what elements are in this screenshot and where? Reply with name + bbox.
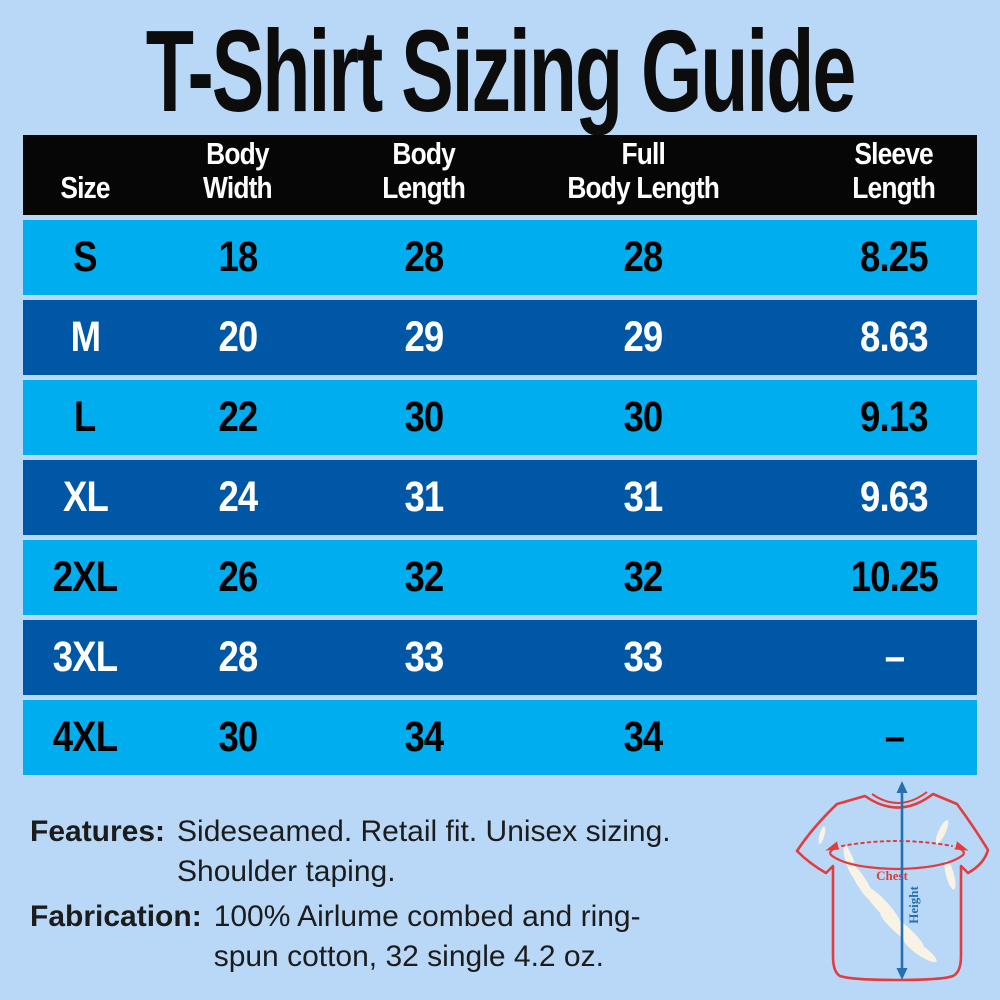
features-label: Features: <box>30 815 166 848</box>
table-row-m: M 20 29 29 8.63 <box>23 300 977 375</box>
body-length-cell: 32 <box>404 553 444 601</box>
sleeve-length-cell: 8.63 <box>860 313 929 361</box>
size-cell: 3XL <box>52 633 118 681</box>
size-cell: XL <box>62 473 109 521</box>
full-body-length-cell: 29 <box>623 313 664 361</box>
tshirt-outline-icon <box>795 792 990 982</box>
header-cell-size: Size <box>60 170 110 206</box>
sleeve-length-cell: 8.25 <box>860 233 929 281</box>
table-row-4xl: 4XL 30 34 34 – <box>23 700 977 775</box>
table-row-l: L 22 30 30 9.13 <box>23 380 977 455</box>
size-cell: M <box>70 313 100 361</box>
size-cell: S <box>73 233 97 281</box>
body-length-cell: 31 <box>404 473 444 521</box>
full-body-length-cell: 28 <box>623 233 664 281</box>
table-row-s: S 18 28 28 8.25 <box>23 220 977 295</box>
full-body-length-cell: 33 <box>623 633 664 681</box>
header-cell-body-length: Body Length <box>382 135 466 206</box>
full-body-length-cell: 32 <box>623 553 664 601</box>
size-cell: 4XL <box>52 713 118 761</box>
full-body-length-cell: 30 <box>623 393 664 441</box>
page-title: T-Shirt Sizing Guide <box>0 6 1000 136</box>
body-width-cell: 30 <box>218 713 258 761</box>
body-length-cell: 33 <box>404 633 444 681</box>
features-text: Sideseamed. Retail fit. Unisex sizing. Sh… <box>177 815 671 888</box>
fabrication-label: Fabrication: <box>30 900 202 933</box>
sleeve-length-cell: – <box>884 633 904 681</box>
chest-measure-arrow-icon <box>825 840 969 871</box>
header-cell-full-body-length: Full Body Length <box>567 135 720 206</box>
sleeve-length-cell: 10.25 <box>850 553 938 601</box>
table-row-3xl: 3XL 28 33 33 – <box>23 620 977 695</box>
sleeve-length-cell: 9.63 <box>860 473 929 521</box>
sizing-table: Size Body Width Body Length Full Body Le… <box>23 135 977 780</box>
tshirt-diagram-icon: Chest Height <box>795 781 990 982</box>
fabrication-text: 100% Airlume combed and ring-spun cotton… <box>213 900 641 973</box>
body-width-cell: 18 <box>218 233 258 281</box>
page-title-text: T-Shirt Sizing Guide <box>145 5 857 136</box>
features-note: Features: Sideseamed. Retail fit. Unisex… <box>30 812 790 892</box>
header-cell-body-width: Body Width <box>203 135 273 206</box>
body-length-cell: 28 <box>404 233 444 281</box>
table-header-row: Size Body Width Body Length Full Body Le… <box>23 135 977 215</box>
sleeve-length-cell: 9.13 <box>860 393 929 441</box>
full-body-length-cell: 31 <box>623 473 664 521</box>
fabrication-note: Fabrication: 100% Airlume combed and rin… <box>30 897 820 977</box>
body-width-cell: 20 <box>218 313 258 361</box>
size-cell: L <box>74 393 96 441</box>
body-width-cell: 26 <box>218 553 258 601</box>
header-cell-sleeve-length: Sleeve Length <box>852 135 937 206</box>
chest-label: Chest <box>876 868 908 883</box>
height-measure-arrow-icon <box>896 781 908 980</box>
body-width-cell: 28 <box>218 633 258 681</box>
body-length-cell: 34 <box>404 713 444 761</box>
body-length-cell: 29 <box>404 313 444 361</box>
body-length-cell: 30 <box>404 393 444 441</box>
table-row-xl: XL 24 31 31 9.63 <box>23 460 977 535</box>
full-body-length-cell: 34 <box>623 713 664 761</box>
table-row-2xl: 2XL 26 32 32 10.25 <box>23 540 977 615</box>
body-width-cell: 24 <box>218 473 258 521</box>
height-label: Height <box>906 886 921 924</box>
sleeve-length-cell: – <box>884 713 904 761</box>
size-cell: 2XL <box>52 553 118 601</box>
collar-icon <box>871 791 928 804</box>
body-width-cell: 22 <box>218 393 258 441</box>
